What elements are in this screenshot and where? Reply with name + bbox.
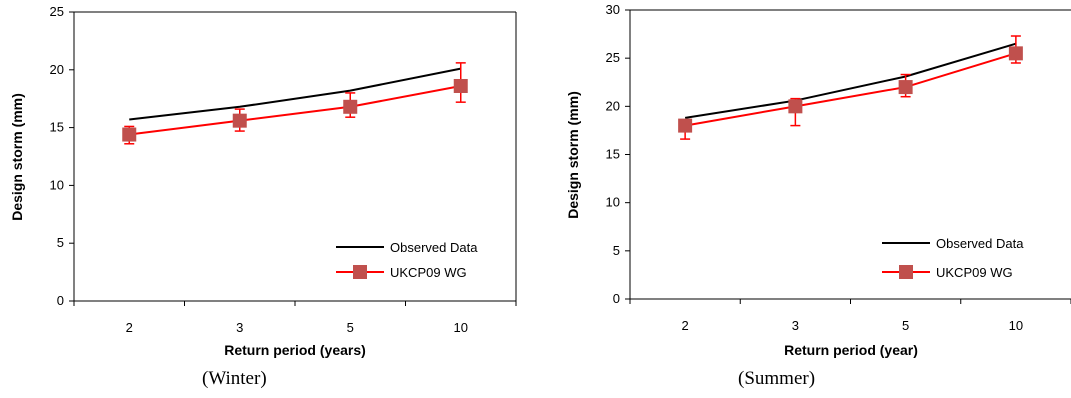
summer-y-tick-label: 20 [606, 98, 620, 113]
summer-chart: 0 5 10 15 20 25 30 2 3 5 10 Return period (year) Des… [565, 2, 1071, 358]
summer-y-tick-label: 30 [606, 2, 620, 17]
winter-legend-ukcp09-label: UKCP09 WG [390, 265, 467, 280]
winter-y-tick-label: 25 [50, 4, 64, 19]
winter-x-tick-label: 5 [347, 320, 354, 335]
winter-y-tick-label: 20 [50, 62, 64, 77]
summer-series-ukcp09-marker [788, 99, 803, 114]
winter-chart: 0 5 10 15 20 25 2 3 5 10 Return period (years) Desi… [9, 4, 517, 358]
winter-y-axis-title: Design storm (mm) [9, 93, 25, 221]
winter-y-tick-label: 15 [50, 120, 64, 135]
winter-series-ukcp09-marker [343, 99, 358, 114]
summer-series-ukcp09-marker [898, 80, 913, 95]
winter-y-tick-label: 5 [57, 235, 64, 250]
summer-y-tick-label: 25 [606, 50, 620, 65]
winter-y-tick-label: 10 [50, 177, 64, 192]
winter-legend-observed-label: Observed Data [390, 240, 478, 255]
winter-series-ukcp09-marker [232, 113, 247, 128]
winter-x-tick-label: 3 [236, 320, 243, 335]
summer-x-axis-title: Return period (year) [784, 342, 918, 358]
summer-series-ukcp09-line [684, 52, 1017, 127]
summer-y-tick-label: 0 [613, 291, 620, 306]
summer-series-ukcp09-marker [1008, 46, 1023, 61]
winter-series-ukcp09-marker [122, 127, 137, 142]
winter-x-axis-title: Return period (years) [224, 342, 366, 358]
winter-series-ukcp09-marker [453, 78, 468, 93]
summer-caption: (Summer) [738, 368, 816, 389]
summer-legend-ukcp09-label: UKCP09 WG [936, 265, 1013, 280]
summer-x-tick-label: 2 [682, 318, 689, 333]
winter-caption: (Winter) [202, 368, 267, 389]
winter-series-ukcp09-line [129, 85, 461, 136]
winter-y-tick-label: 0 [57, 293, 64, 308]
winter-x-tick-label: 2 [126, 320, 133, 335]
summer-x-tick-label: 10 [1009, 318, 1023, 333]
summer-y-axis-title: Design storm (mm) [565, 91, 581, 219]
summer-series-observed-line [684, 42, 1017, 119]
summer-y-tick-label: 15 [606, 147, 620, 162]
summer-x-tick-label: 5 [902, 318, 909, 333]
winter-legend-ukcp09-marker [353, 265, 367, 279]
summer-legend-ukcp09-marker [899, 265, 913, 279]
winter-series-observed-line [129, 67, 461, 121]
summer-y-tick-label: 5 [613, 243, 620, 258]
summer-series-ukcp09-marker [678, 118, 693, 133]
summer-y-tick-label: 10 [606, 195, 620, 210]
summer-legend-observed-label: Observed Data [936, 236, 1024, 251]
winter-x-tick-label: 10 [454, 320, 468, 335]
summer-x-tick-label: 3 [792, 318, 799, 333]
